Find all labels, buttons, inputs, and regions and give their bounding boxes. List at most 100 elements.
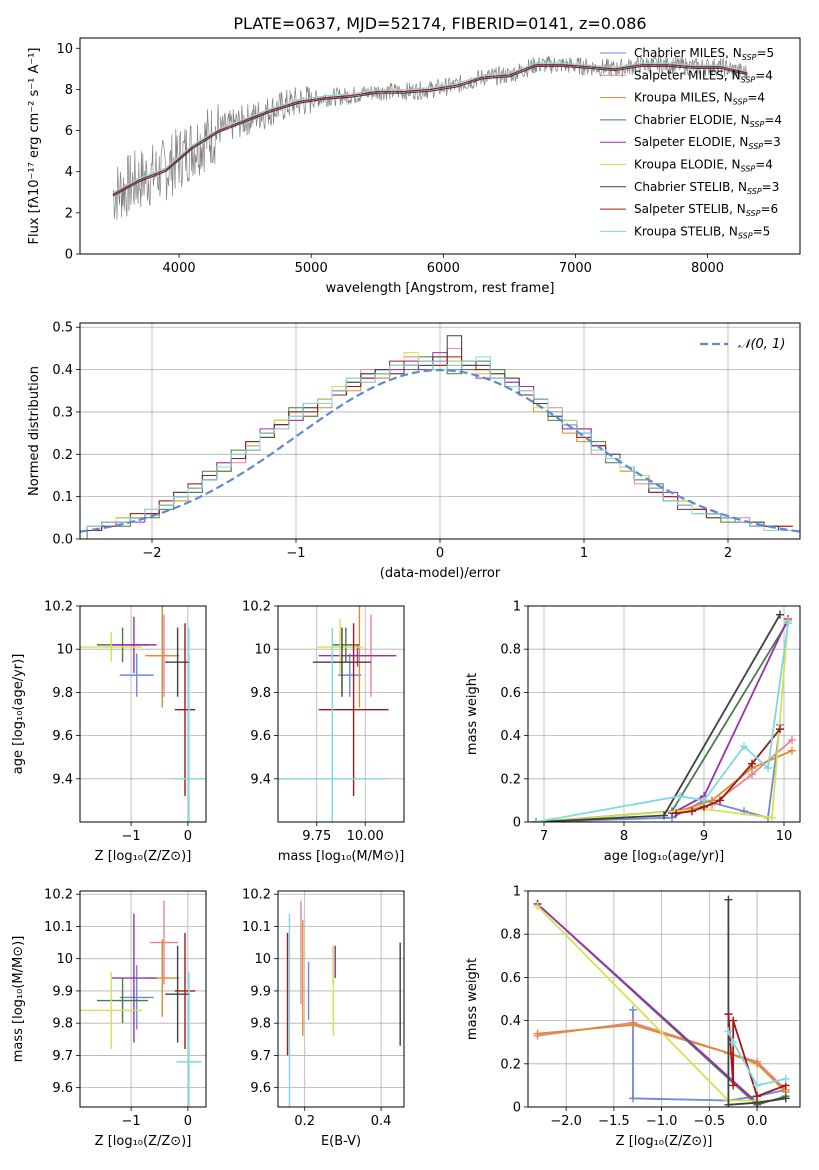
legend-entry: Kroupa ELODIE, NSSP=4 — [634, 158, 773, 174]
mass-weight-point-marker — [724, 1027, 733, 1036]
legend-entry: Chabrier ELODIE, NSSP=4 — [634, 113, 782, 129]
legend-entry-subscript: SSP — [741, 75, 756, 84]
mass-weight-point-marker — [764, 764, 772, 772]
mass-weight-point-marker — [729, 1016, 738, 1025]
mass-weight-point-marker — [628, 1005, 637, 1014]
residual-histogram-step — [86, 356, 793, 539]
y-tick-label: 10 — [56, 42, 73, 57]
y-axis-label: age [log₁₀(age/yr)] — [11, 654, 26, 775]
legend-entry-value: =4 — [747, 91, 765, 105]
mass-weight-vs-age-plot: 7 8 9 10 0 0.2 0.4 0.6 0.8 1 age [log₁₀(age/yr)] ma… — [465, 600, 801, 864]
mass-weight-point-marker — [628, 1020, 637, 1029]
y-tick-label: 0.6 — [500, 686, 521, 701]
y-axis-label: Normed distribution — [27, 366, 42, 496]
mass-vs-ebv-plot: 0.2 0.4 9.6 9.7 9.8 9.9 10 10.1 10.2 E(B-V) — [242, 888, 405, 1149]
mass-weight-point-marker — [748, 759, 756, 768]
x-tick-label: 0.4 — [371, 1114, 392, 1129]
mass-weight-point-marker — [628, 1094, 637, 1103]
x-tick-label: −2.0 — [550, 1114, 582, 1129]
x-tick-label: 0.2 — [294, 1114, 315, 1129]
y-tick-label: 0.2 — [500, 1057, 521, 1072]
mass-weight-series-line — [727, 899, 786, 1106]
mass-weight-point-marker — [788, 735, 796, 744]
x-tick-label: −1 — [121, 1114, 140, 1129]
y-axis-label: Flux [fλ10⁻¹⁷ erg cm⁻² s⁻¹ A⁻¹] — [27, 48, 42, 245]
mass-weight-point-marker — [716, 796, 724, 805]
y-tick-label: 4 — [65, 165, 73, 180]
y-tick-label: 0 — [513, 1101, 521, 1116]
y-tick-label: 0 — [65, 248, 73, 263]
legend-entry-name: Kroupa STELIB, N — [634, 224, 738, 238]
legend-entry-subscript: SSP — [747, 187, 762, 196]
x-axis-label: Z [log₁₀(Z/Z⊙)] — [95, 849, 192, 864]
x-tick-label: −1 — [121, 829, 140, 844]
y-tick-label: 9.8 — [250, 1017, 271, 1032]
legend-entry: Kroupa STELIB, NSSP=5 — [634, 224, 770, 240]
x-tick-label: 1 — [580, 546, 588, 561]
axes-frame — [79, 37, 801, 255]
y-tick-label: 9.6 — [250, 1081, 271, 1096]
legend-entry: Salpeter STELIB, NSSP=6 — [634, 202, 778, 218]
legend-entry-name: Chabrier ELODIE, N — [634, 113, 750, 127]
legend-entry: 𝒩(0, 1) — [738, 337, 785, 352]
legend-entry-name: Chabrier STELIB, N — [634, 180, 747, 194]
x-axis-label: (data-model)/error — [380, 566, 501, 581]
y-tick-label: 0.2 — [500, 772, 521, 787]
legend-entry-name: Kroupa ELODIE, N — [634, 158, 741, 172]
mass-weight-series-line — [671, 749, 793, 815]
mass-weight-point-marker — [672, 809, 680, 818]
mass-weight-point-marker — [533, 902, 542, 911]
mass-weight-series-line — [727, 1031, 786, 1087]
x-tick-label: 6000 — [427, 261, 460, 276]
x-tick-label: 5000 — [295, 261, 328, 276]
y-tick-label: 0 — [513, 816, 521, 831]
mass-weight-point-marker — [676, 792, 684, 801]
legend-entry-value: =3 — [763, 135, 781, 149]
x-axis-label: mass [log₁₀(M/M⊙)] — [278, 849, 405, 864]
spectrum-plot: 4000 5000 6000 7000 8000 0 2 4 6 8 10 wavelength [A… — [27, 37, 801, 296]
y-tick-label: 0.6 — [500, 971, 521, 986]
x-tick-label: 7 — [540, 829, 548, 844]
legend-entry-value: =4 — [755, 68, 773, 82]
mass-weight-point-marker — [729, 1081, 738, 1090]
y-tick-label: 9.9 — [250, 984, 271, 999]
y-tick-label: 10.2 — [242, 888, 271, 903]
plot-area — [80, 900, 202, 1107]
y-tick-label: 9.9 — [52, 984, 73, 999]
y-tick-label: 9.7 — [52, 1049, 73, 1064]
mass-weight-point-marker — [688, 807, 696, 816]
x-axis-label: age [log₁₀(age/yr)] — [604, 849, 725, 864]
legend-entry-subscript: SSP — [750, 120, 765, 129]
legend-entry-subscript: SSP — [742, 53, 757, 62]
y-tick-label: 10.2 — [44, 888, 73, 903]
x-tick-label: 2 — [724, 546, 732, 561]
legend: 𝒩(0, 1) — [700, 337, 785, 352]
plot-area — [533, 895, 790, 1107]
x-axis-label: E(B-V) — [321, 1134, 361, 1149]
mass-weight-point-marker — [660, 811, 668, 820]
legend-entry-value: =6 — [760, 202, 778, 216]
legend-entry-subscript: SSP — [738, 231, 753, 240]
legend-entry-name: Salpeter STELIB, N — [634, 202, 746, 216]
x-tick-label: 0 — [184, 1114, 192, 1129]
x-axis-label: wavelength [Angstrom, rest frame] — [326, 281, 555, 296]
mass-weight-point-marker — [533, 1029, 542, 1038]
x-tick-label: −1 — [286, 546, 305, 561]
y-axis-label: mass weight — [465, 958, 480, 1040]
mass-weight-vs-metallicity-plot: −2.0 −1.5 −1.0 −0.5 0.0 0 0.2 0.4 0.6 0.8 1 Z [log₁… — [465, 885, 801, 1149]
y-tick-label: 10 — [56, 643, 73, 658]
mass-weight-point-marker — [740, 742, 748, 751]
mass-weight-point-marker — [776, 610, 784, 619]
y-tick-label: 9.4 — [250, 772, 271, 787]
x-tick-label: 8 — [620, 829, 628, 844]
legend-entry: Kroupa MILES, NSSP=4 — [634, 91, 765, 107]
mass-weight-point-marker — [753, 1081, 762, 1090]
plot-area — [278, 606, 397, 822]
mass-weight-point-marker — [776, 725, 784, 734]
legend-entry: Chabrier MILES, NSSP=5 — [634, 46, 774, 62]
legend-entry-subscript: SSP — [748, 142, 763, 151]
axes-frame — [277, 890, 405, 1108]
x-tick-label: 8000 — [691, 261, 724, 276]
y-tick-label: 1 — [513, 600, 521, 615]
